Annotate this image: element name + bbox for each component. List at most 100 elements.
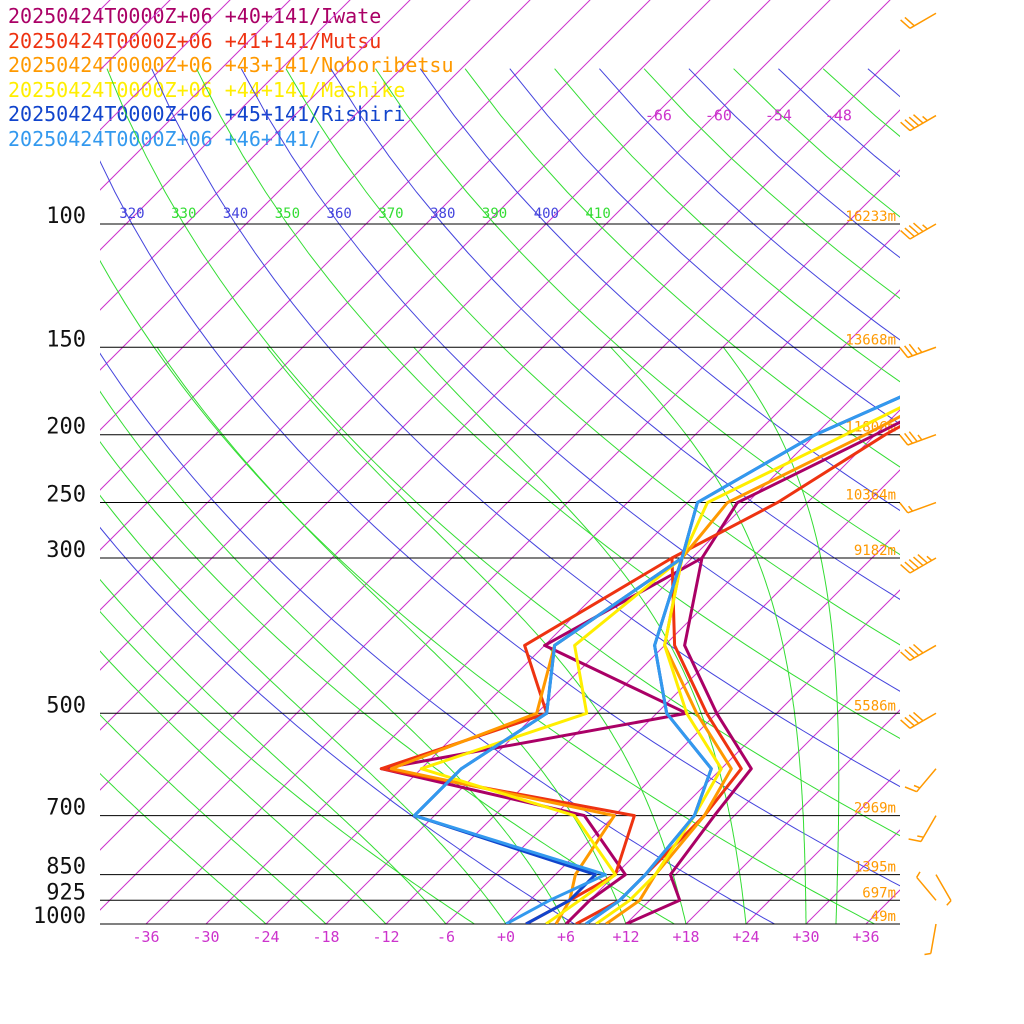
legend-entry-mashike: 20250424T0000Z+06 +44+141/Mashike bbox=[8, 77, 406, 102]
dry-adiabat-line bbox=[196, 68, 900, 740]
dry-adiabat-line bbox=[106, 68, 900, 837]
upper-temperature-label: -48 bbox=[825, 107, 852, 125]
theta-label: 350 bbox=[275, 206, 300, 222]
moist-adiabat-line bbox=[100, 714, 327, 924]
temperature-tick-label: -18 bbox=[312, 928, 339, 946]
wind-barbs bbox=[899, 12, 952, 956]
moist-adiabat-line bbox=[100, 494, 507, 924]
dry-adiabat-line bbox=[419, 68, 900, 512]
wind-barb bbox=[904, 768, 937, 793]
sounding-profiles bbox=[379, 395, 900, 924]
legend-entry-iwate: 20250424T0000Z+06 +40+141/Iwate bbox=[8, 4, 382, 28]
isotherm-line bbox=[100, 49, 900, 851]
dry-adiabat-line bbox=[240, 68, 900, 692]
isotherm-line bbox=[100, 0, 591, 491]
moist-adiabat-line bbox=[413, 346, 747, 924]
isotherm-lines bbox=[0, 0, 1024, 924]
theta-label: 380 bbox=[430, 206, 455, 222]
wind-barb bbox=[900, 114, 937, 132]
dry-adiabat-line bbox=[151, 68, 900, 788]
pressure-label: 500 bbox=[46, 693, 86, 718]
isotherm-line bbox=[325, 349, 900, 924]
isotherm-line bbox=[265, 289, 900, 924]
theta-label: 330 bbox=[171, 206, 196, 222]
wind-barb bbox=[924, 923, 937, 956]
isotherm-line bbox=[565, 589, 900, 924]
wind-barb bbox=[900, 643, 937, 662]
moist-adiabat-line bbox=[723, 346, 840, 924]
temperature-tick-label: -12 bbox=[372, 928, 399, 946]
wind-barb bbox=[899, 343, 937, 359]
theta-label: 370 bbox=[378, 206, 403, 222]
height-label: 49m bbox=[871, 909, 896, 925]
dry-adiabat-line bbox=[100, 526, 576, 924]
theta-label: 360 bbox=[327, 206, 352, 222]
temperature-tick-label: +24 bbox=[732, 928, 759, 946]
moist-adiabat-line bbox=[156, 347, 627, 924]
isotherm-line bbox=[100, 0, 171, 71]
height-label: 9182m bbox=[854, 543, 896, 559]
pressure-label: 1000 bbox=[33, 904, 86, 929]
dry-adiabat-line bbox=[599, 68, 900, 341]
pressure-label: 300 bbox=[46, 538, 86, 563]
temperature-profile-line bbox=[575, 424, 900, 924]
pressure-label: 850 bbox=[46, 855, 86, 880]
isotherm-line bbox=[145, 169, 900, 924]
isotherm-line bbox=[100, 0, 831, 731]
wind-barb bbox=[900, 554, 937, 574]
theta-label: 340 bbox=[223, 206, 248, 222]
pressure-label: 700 bbox=[46, 796, 86, 821]
wind-barb bbox=[899, 501, 937, 514]
height-label: 697m bbox=[862, 885, 896, 901]
temperature-tick-label: +12 bbox=[612, 928, 639, 946]
pressure-label: 100 bbox=[46, 204, 86, 229]
theta-label: 320 bbox=[119, 206, 144, 222]
dewpoint-profile-line bbox=[412, 556, 683, 924]
dry-adiabat-line bbox=[100, 610, 476, 924]
moist-adiabat-line bbox=[100, 390, 567, 924]
isotherm-line bbox=[100, 0, 411, 311]
height-label: 1395m bbox=[854, 860, 896, 876]
isotherm-line bbox=[205, 229, 900, 924]
isotherm-line bbox=[865, 889, 900, 924]
wind-barb bbox=[900, 222, 937, 240]
moist-adiabat-lines bbox=[100, 346, 840, 924]
dewpoint-profile-line bbox=[379, 556, 703, 924]
legend-entry-unnamed: 20250424T0000Z+06 +46+141/ bbox=[8, 126, 322, 151]
wind-barb bbox=[935, 874, 952, 906]
theta-label: 400 bbox=[534, 206, 559, 222]
isotherm-line bbox=[0, 0, 315, 924]
wind-barb bbox=[899, 431, 937, 446]
isotherm-line bbox=[385, 409, 900, 924]
isotherm-line bbox=[986, 0, 1024, 924]
isotherm-line bbox=[100, 0, 711, 611]
dewpoint-profile-line bbox=[412, 556, 683, 924]
isotherm-line bbox=[100, 0, 471, 371]
temperature-tick-label: +30 bbox=[792, 928, 819, 946]
dry-adiabat-line bbox=[285, 68, 900, 646]
legend-entry-rishiri: 20250424T0000Z+06 +45+141/Rishiri bbox=[8, 102, 406, 126]
isotherm-line bbox=[685, 709, 900, 924]
wind-barb bbox=[908, 815, 937, 843]
height-label: 16233m bbox=[845, 209, 896, 225]
upper-temperature-label: -54 bbox=[765, 107, 792, 125]
isotherm-line bbox=[625, 649, 900, 924]
isotherm-line bbox=[100, 0, 651, 551]
dewpoint-profile-line bbox=[419, 556, 683, 924]
isobar-lines bbox=[100, 223, 900, 925]
wind-barb bbox=[900, 711, 937, 729]
upper-temperature-label: -60 bbox=[705, 107, 732, 125]
height-label: 13668m bbox=[845, 332, 896, 348]
dry-adiabat-line bbox=[643, 68, 900, 300]
wind-barb bbox=[900, 12, 937, 29]
isotherm-line bbox=[100, 109, 900, 911]
isotherm-line bbox=[445, 469, 900, 924]
legend: 20250424T0000Z+06 +40+141/Iwate 20250424… bbox=[8, 4, 454, 151]
temperature-profile-line bbox=[595, 406, 900, 924]
upper-temperature-label: -66 bbox=[645, 107, 672, 125]
temperature-tick-label: +0 bbox=[497, 928, 515, 946]
isotherm-line bbox=[100, 0, 771, 671]
temperature-profile-line bbox=[585, 395, 900, 924]
